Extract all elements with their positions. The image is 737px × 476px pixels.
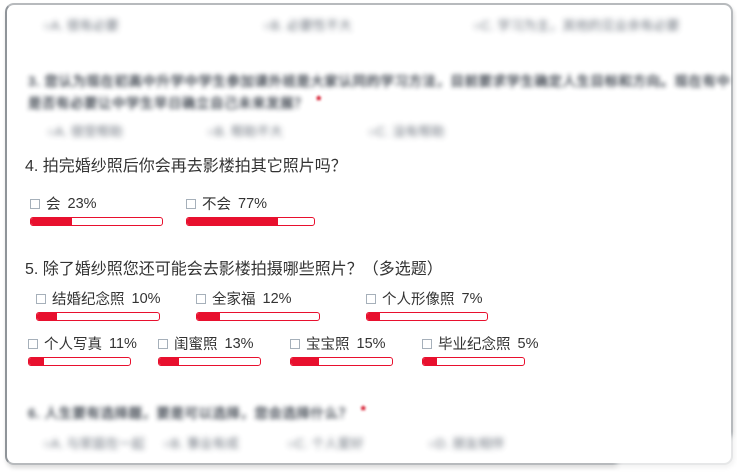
- result-bar: [158, 357, 261, 366]
- blurred-radio-option[interactable]: ○C. 学习为主，其他的见业余有必要: [473, 18, 680, 33]
- option-label: 不会: [202, 197, 231, 213]
- result-bar-fill: [291, 358, 320, 365]
- blurred-radio-option[interactable]: ○A. 很有必要: [43, 18, 119, 33]
- option-percent: 23%: [67, 195, 97, 212]
- option-percent: 11%: [109, 335, 137, 352]
- option-label: 毕业纪念照: [438, 337, 511, 353]
- question5-title: 5. 除了婚纱照您还可能会去影楼拍摄哪些照片？（多选题）: [25, 261, 443, 278]
- result-bar: [30, 217, 163, 226]
- blurred-question-text: 是否有必要让中学生早日确立自己未来发展？ *: [28, 92, 321, 112]
- option-percent: 5%: [517, 335, 539, 352]
- result-option: 全家福 12%: [196, 288, 292, 309]
- result-option: 不会 77%: [186, 193, 267, 214]
- result-bar-fill: [159, 358, 180, 365]
- option-label: 宝宝照: [306, 337, 350, 353]
- result-bar-fill: [367, 313, 381, 320]
- result-bar: [36, 312, 160, 321]
- checkbox-icon: [422, 338, 432, 349]
- checkbox-icon: [28, 338, 38, 349]
- result-option: 个人形像照 7%: [366, 288, 482, 309]
- option-percent: 13%: [224, 335, 254, 352]
- blurred-radio-option[interactable]: ○D. 朋友相伴: [428, 436, 505, 451]
- option-percent: 12%: [262, 290, 292, 307]
- option-label: 闺蜜照: [174, 337, 218, 353]
- result-bar-fill: [423, 358, 438, 365]
- result-bar-fill: [31, 218, 72, 225]
- checkbox-icon: [290, 338, 300, 349]
- blurred-radio-option[interactable]: ○C. 没有帮助: [368, 124, 445, 139]
- option-label: 个人写真: [44, 337, 102, 353]
- checkbox-icon: [196, 293, 206, 304]
- blurred-radio-option[interactable]: ○B. 必要性不大: [263, 18, 352, 33]
- result-option: 毕业纪念照 5%: [422, 333, 538, 354]
- result-option: 会 23%: [30, 193, 97, 214]
- option-percent: 77%: [238, 195, 268, 212]
- option-percent: 10%: [131, 290, 161, 307]
- survey-card-frame: [5, 3, 733, 465]
- result-bar: [28, 357, 131, 366]
- blurred-question-line: 6. 人生要有选择题，要是可以选择，您会选择什么？: [28, 406, 353, 421]
- option-percent: 15%: [356, 335, 386, 352]
- result-bar-fill: [37, 313, 57, 320]
- blurred-radio-option[interactable]: ○B. 帮助不大: [207, 124, 283, 139]
- blurred-radio-option[interactable]: ○C. 个人爱好: [287, 436, 364, 451]
- blurred-question-line2: 是否有必要让中学生早日确立自己未来发展？: [28, 96, 308, 111]
- blurred-radio-option[interactable]: ○A. 很受帮助: [47, 124, 123, 139]
- option-label: 结婚纪念照: [52, 292, 125, 308]
- result-bar: [422, 357, 525, 366]
- question4-title: 4. 拍完婚纱照后你会再去影楼拍其它照片吗？: [25, 158, 347, 175]
- result-option: 宝宝照 15%: [290, 333, 386, 354]
- option-label: 个人形像照: [382, 292, 455, 308]
- checkbox-icon: [186, 198, 196, 209]
- option-label: 会: [46, 197, 61, 213]
- result-bar: [366, 312, 488, 321]
- result-option: 闺蜜照 13%: [158, 333, 254, 354]
- result-bar: [186, 217, 315, 226]
- checkbox-icon: [158, 338, 168, 349]
- result-bar: [290, 357, 393, 366]
- checkbox-icon: [36, 293, 46, 304]
- option-label: 全家福: [212, 292, 256, 308]
- blurred-radio-option[interactable]: ○B. 事业有成: [163, 436, 239, 451]
- blurred-question-line1: 3. 您认为现在初高中升学中学生参加课外班是大家认同的学习方法，目前要求学生确定…: [28, 74, 730, 89]
- result-bar-fill: [187, 218, 279, 225]
- result-bar-fill: [29, 358, 45, 365]
- blurred-question-text: 6. 人生要有选择题，要是可以选择，您会选择什么？ *: [28, 402, 366, 422]
- result-option: 个人写真 11%: [28, 333, 137, 354]
- result-bar: [196, 312, 320, 321]
- blur-smudge: [617, 436, 737, 476]
- checkbox-icon: [30, 198, 40, 209]
- result-option: 结婚纪念照 10%: [36, 288, 161, 309]
- option-percent: 7%: [461, 290, 483, 307]
- required-asterisk: *: [360, 402, 366, 418]
- blurred-question-text: 3. 您认为现在初高中升学中学生参加课外班是大家认同的学习方法，目前要求学生确定…: [28, 70, 732, 90]
- blurred-radio-option[interactable]: ○A. 与家庭在一起: [43, 436, 145, 451]
- result-bar-fill: [197, 313, 221, 320]
- required-asterisk: *: [316, 92, 322, 108]
- checkbox-icon: [366, 293, 376, 304]
